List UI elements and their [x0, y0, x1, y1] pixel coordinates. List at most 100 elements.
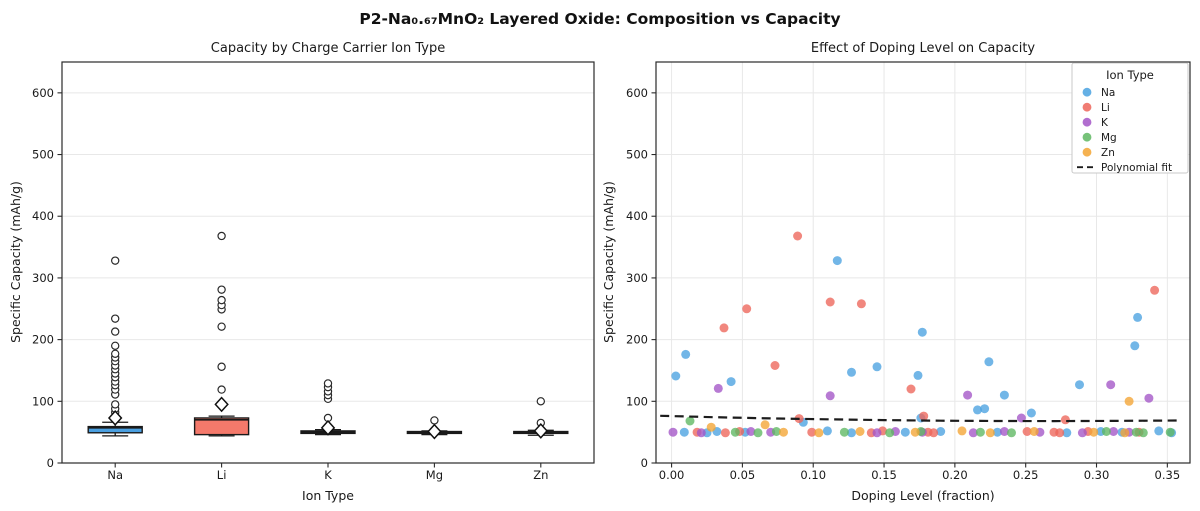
point-Na	[847, 428, 856, 438]
point-Li	[720, 428, 730, 438]
point-Mg	[1101, 427, 1111, 436]
point-Li	[1055, 428, 1065, 438]
point-Na	[917, 327, 927, 337]
point-Mg	[1007, 428, 1016, 438]
point-Na	[973, 405, 982, 415]
ytick-label: 100	[32, 394, 54, 408]
xtick-label: 0.20	[942, 468, 968, 482]
point-Na	[1154, 426, 1164, 436]
point-Li	[1060, 415, 1070, 425]
point-Li	[793, 231, 803, 241]
outlier-point	[110, 314, 120, 323]
point-Na	[1075, 380, 1084, 390]
point-Na	[872, 362, 882, 372]
point-Zn	[1089, 427, 1099, 437]
point-Zn	[706, 422, 716, 432]
right-xaxis-label: Doping Level (fraction)	[851, 488, 994, 503]
point-Zn	[779, 427, 788, 437]
point-Na	[671, 371, 681, 381]
legend-swatch-Li	[1082, 102, 1092, 112]
point-Zn	[1124, 396, 1134, 406]
outlier-point	[217, 322, 226, 331]
outlier-point	[110, 327, 120, 336]
xtick-label: 0.15	[871, 468, 897, 482]
legend-label-Zn: Zn	[1101, 147, 1115, 159]
xtick-label: Li	[217, 468, 227, 482]
point-Na	[900, 427, 910, 437]
point-Mg	[685, 416, 695, 426]
mean-diamond	[427, 423, 442, 440]
point-Na	[1026, 408, 1036, 418]
legend-swatch-Mg	[1082, 132, 1092, 142]
legend-swatch-Na	[1082, 87, 1092, 97]
legend: Ion Type Na Li K Mg Zn Polynomial fit	[1071, 62, 1189, 174]
point-K	[825, 391, 835, 401]
ytick-label: 600	[32, 86, 54, 100]
point-Na	[999, 390, 1009, 400]
point-Li	[919, 411, 929, 421]
ytick-label: 500	[626, 148, 648, 162]
point-Li	[929, 428, 939, 438]
point-Na	[1133, 312, 1143, 322]
ytick-label: 0	[47, 456, 54, 470]
xtick-label: 0.25	[1013, 468, 1039, 482]
point-Mg	[839, 427, 849, 437]
point-K	[1109, 427, 1118, 436]
legend-label-Na: Na	[1101, 87, 1115, 99]
left-plot-title: Capacity by Charge Carrier Ion Type	[211, 41, 445, 56]
point-Li	[1150, 285, 1160, 295]
point-Mg	[730, 427, 740, 437]
left-yaxis-label: Specific Capacity (mAh/g)	[8, 181, 23, 343]
point-Na	[980, 404, 990, 414]
mean-diamond	[320, 419, 336, 436]
xtick-label: 0.00	[659, 468, 685, 482]
outlier-point	[110, 400, 120, 409]
point-Zn	[855, 427, 865, 436]
xtick-label: 0.10	[800, 468, 826, 482]
point-Na	[832, 256, 842, 266]
polynomial-fit-line	[660, 414, 1182, 423]
point-Zn	[1120, 428, 1130, 438]
point-Zn	[1029, 427, 1039, 436]
xtick-label: 0.05	[730, 468, 756, 482]
ytick-label: 600	[626, 86, 648, 100]
scatter-series-Zn	[706, 396, 1134, 438]
point-Li	[1022, 427, 1032, 436]
mean-diamond	[107, 410, 123, 426]
mean-diamond	[214, 396, 229, 413]
ytick-label: 400	[626, 209, 648, 223]
point-Mg	[885, 428, 895, 438]
outlier-point	[323, 379, 333, 388]
point-Na	[984, 357, 994, 367]
point-Li	[906, 384, 916, 394]
outlier-point	[217, 285, 226, 294]
outlier-point	[217, 295, 226, 305]
outlier-point	[110, 256, 120, 265]
legend-box	[1071, 62, 1189, 174]
point-K	[746, 427, 756, 436]
point-K	[968, 428, 978, 438]
legend-label-fit: Polynomial fit	[1101, 162, 1172, 174]
outlier-point	[217, 231, 226, 241]
legend-swatch-Zn	[1082, 147, 1092, 157]
box-group-Na	[87, 256, 143, 437]
point-Zn	[760, 420, 770, 430]
point-K	[1144, 393, 1154, 403]
point-Na	[1130, 341, 1140, 351]
point-Li	[856, 299, 866, 309]
ytick-label: 300	[32, 271, 54, 285]
outlier-point	[430, 416, 439, 425]
ytick-label: 200	[626, 333, 648, 347]
xtick-label: K	[324, 468, 332, 482]
point-Na	[822, 426, 832, 436]
ytick-label: 400	[32, 209, 54, 223]
point-K	[713, 383, 723, 393]
point-Na	[847, 367, 856, 377]
point-K	[872, 428, 882, 438]
point-Zn	[910, 427, 920, 437]
ytick-label: 300	[626, 271, 648, 285]
point-K	[668, 427, 678, 437]
point-Mg	[1131, 427, 1141, 437]
